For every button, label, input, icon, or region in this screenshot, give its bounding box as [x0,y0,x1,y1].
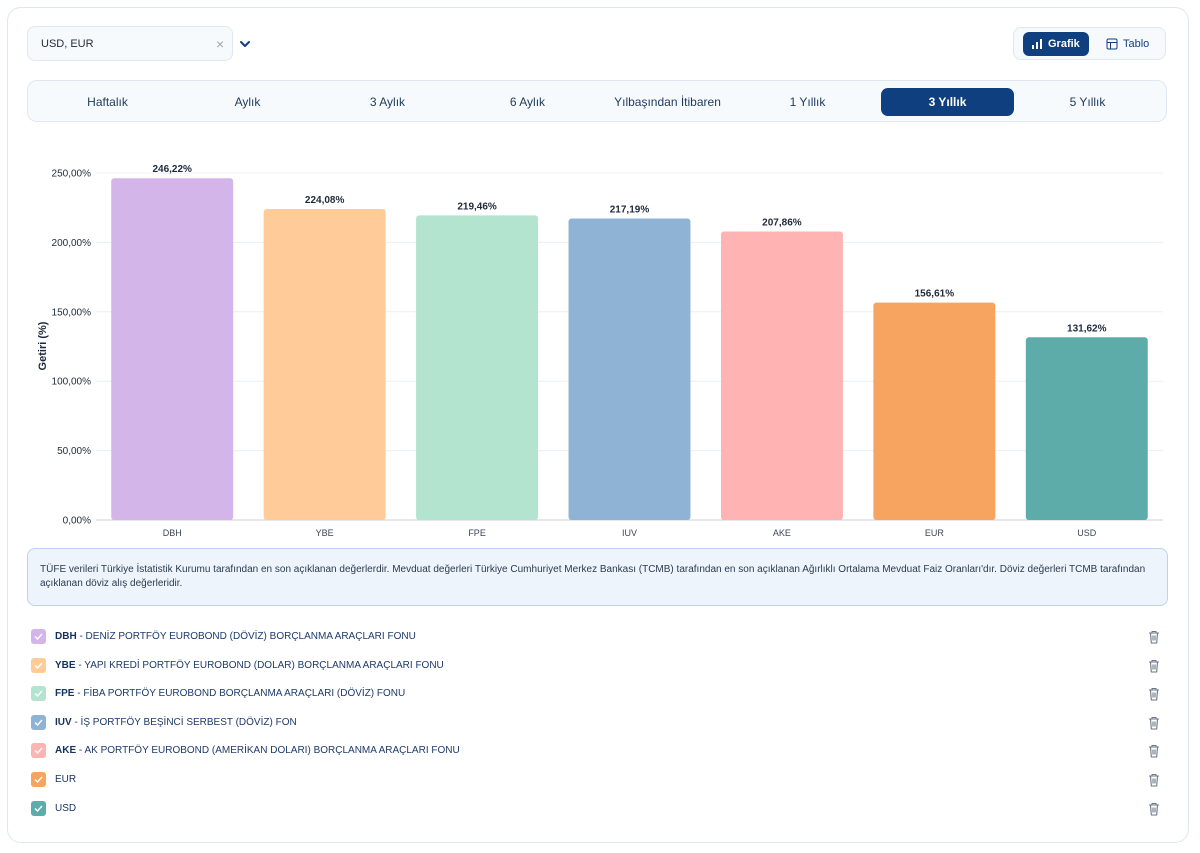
x-tick-label: IUV [622,528,637,538]
legend-item-eur: EUR [31,771,1165,789]
y-tick-label: 0,00% [63,516,91,527]
data-label: 246,22% [152,164,192,175]
legend-label: FPE - FİBA PORTFÖY EUROBOND BORÇLANMA AR… [55,688,405,699]
legend-code: FPE [55,688,75,699]
check-icon [34,747,43,755]
x-tick-label: DBH [163,528,182,538]
legend-fund-name: - FİBA PORTFÖY EUROBOND BORÇLANMA ARAÇLA… [74,688,406,699]
legend-checkbox[interactable] [31,743,46,758]
data-label: 224,08% [305,195,345,206]
legend-item-usd: USD [31,800,1165,818]
data-label: 156,61% [915,289,955,300]
legend-label: IUV - İŞ PORTFÖY BEŞİNCİ SERBEST (DÖVİZ)… [55,717,297,728]
currency-select-value: USD, EUR [41,38,94,50]
y-tick-label: 100,00% [52,377,92,388]
tablo-label: Tablo [1123,38,1150,50]
legend-checkbox[interactable] [31,629,46,644]
legend-code: USD [55,803,77,814]
trash-icon[interactable] [1147,658,1161,674]
chart-icon [1032,39,1042,49]
trash-icon[interactable] [1147,629,1161,645]
tab-6-aylik[interactable]: 6 Aylık [509,95,546,109]
period-tabs: Haftalık Aylık 3 Aylık 6 Aylık Yılbaşınd… [27,80,1167,122]
legend-item-fpe: FPE - FİBA PORTFÖY EUROBOND BORÇLANMA AR… [31,685,1165,703]
check-icon [34,662,43,670]
returns-bar-chart: Getiri (%) 0,00% 50,00% 100,00% 150,00% 200,… [37,164,1163,538]
y-tick-label: 50,00% [57,446,91,457]
data-label: 131,62% [1067,323,1107,334]
legend-label: AKE - AK PORTFÖY EUROBOND (AMERİKAN DOLA… [55,745,460,756]
trash-icon[interactable] [1147,772,1161,788]
bar-usd[interactable] [1025,337,1148,520]
clear-icon[interactable]: × [216,36,225,52]
check-icon [34,776,43,784]
data-label: 219,46% [457,201,497,212]
bar-ybe[interactable] [263,208,386,520]
legend-label: USD [55,803,76,814]
legend-fund-name: - DENİZ PORTFÖY EUROBOND (DÖVİZ) BORÇLAN… [76,631,416,642]
x-tick-label: YBE [316,528,334,538]
trash-icon[interactable] [1147,743,1161,759]
info-note: TÜFE verileri Türkiye İstatistik Kurumu … [27,548,1168,606]
tab-haftalik[interactable]: Haftalık [87,95,128,109]
bar-fpe[interactable] [416,215,539,520]
legend-item-dbh: DBH - DENİZ PORTFÖY EUROBOND (DÖVİZ) BOR… [31,628,1165,646]
grafik-label: Grafik [1048,38,1080,50]
legend-item-ybe: YBE - YAPI KREDİ PORTFÖY EUROBOND (DOLAR… [31,657,1165,675]
tab-3-yillik[interactable]: 3 Yıllık [881,88,1014,116]
currency-select[interactable]: USD, EUR × [27,26,250,61]
table-icon [1106,38,1118,50]
x-tick-label: FPE [468,528,486,538]
legend-code: DBH [55,631,77,642]
check-icon [34,690,43,698]
grafik-button[interactable]: Grafik [1023,32,1089,56]
bar-eur[interactable] [873,302,996,520]
trash-icon[interactable] [1147,686,1161,702]
tablo-button[interactable]: Tablo [1098,32,1162,56]
data-label: 207,86% [762,217,802,228]
legend-item-iuv: IUV - İŞ PORTFÖY BEŞİNCİ SERBEST (DÖVİZ)… [31,714,1165,732]
legend-fund-name: - AK PORTFÖY EUROBOND (AMERİKAN DOLARI) … [76,745,460,756]
legend-fund-name: - İŞ PORTFÖY BEŞİNCİ SERBEST (DÖVİZ) FON [71,717,297,728]
legend-code: IUV [55,717,72,728]
legend-code: AKE [55,745,77,756]
tab-3-aylik[interactable]: 3 Aylık [369,95,406,109]
view-toggle: Grafik Tablo [1013,27,1166,60]
x-tick-label: USD [1077,528,1097,538]
check-icon [34,719,43,727]
bar-ake[interactable] [720,231,843,520]
data-label: 217,19% [610,205,650,216]
legend-checkbox[interactable] [31,801,46,816]
legend-code: EUR [55,774,77,785]
legend-checkbox[interactable] [31,686,46,701]
legend-label: EUR [55,774,76,785]
tab-5-yillik[interactable]: 5 Yıllık [1069,95,1106,109]
legend-item-ake: AKE - AK PORTFÖY EUROBOND (AMERİKAN DOLA… [31,742,1165,760]
bar-iuv[interactable] [568,218,691,520]
legend-code: YBE [55,660,76,671]
bar-dbh[interactable] [111,178,234,520]
y-tick-label: 250,00% [52,169,92,180]
check-icon [34,805,43,813]
x-tick-label: EUR [925,528,945,538]
legend-fund-name: - YAPI KREDİ PORTFÖY EUROBOND (DOLAR) BO… [75,660,444,671]
legend-checkbox[interactable] [31,715,46,730]
tab-1-yillik[interactable]: 1 Yıllık [789,95,826,109]
chevron-down-icon[interactable] [238,37,252,51]
legend-checkbox[interactable] [31,772,46,787]
tab-yilbasindan-itibaren[interactable]: Yılbaşından İtibaren [614,95,721,109]
y-tick-label: 200,00% [52,238,92,249]
y-axis-label: Getiri (%) [37,321,49,370]
legend-checkbox[interactable] [31,658,46,673]
check-icon [34,633,43,641]
trash-icon[interactable] [1147,801,1161,817]
x-tick-label: AKE [773,528,791,538]
tab-aylik[interactable]: Aylık [234,95,261,109]
y-tick-label: 150,00% [52,307,92,318]
legend-label: DBH - DENİZ PORTFÖY EUROBOND (DÖVİZ) BOR… [55,631,416,642]
trash-icon[interactable] [1147,715,1161,731]
legend-label: YBE - YAPI KREDİ PORTFÖY EUROBOND (DOLAR… [55,660,444,671]
